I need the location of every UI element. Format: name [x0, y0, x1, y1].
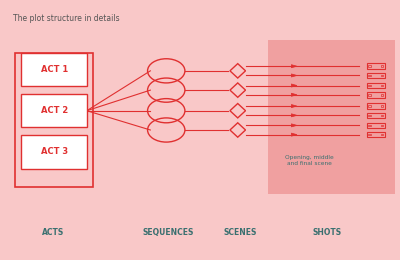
Polygon shape: [291, 114, 297, 117]
Bar: [368, 134, 371, 135]
Bar: [367, 132, 385, 138]
Bar: [381, 66, 383, 67]
Polygon shape: [291, 65, 297, 68]
Text: SEQUENCES: SEQUENCES: [142, 228, 194, 237]
Bar: [367, 83, 385, 88]
Polygon shape: [291, 133, 297, 136]
Bar: [368, 125, 371, 126]
Bar: [381, 85, 383, 86]
Bar: [381, 134, 383, 135]
Bar: [368, 105, 371, 107]
Text: ACT 3: ACT 3: [41, 147, 68, 156]
Bar: [381, 94, 383, 95]
Text: SCENES: SCENES: [223, 228, 256, 237]
Bar: [367, 92, 385, 98]
Polygon shape: [291, 74, 297, 77]
Bar: [381, 125, 383, 126]
Bar: [368, 75, 371, 76]
Bar: [368, 94, 371, 95]
Polygon shape: [291, 124, 297, 127]
Text: ACT 1: ACT 1: [40, 65, 68, 74]
Text: ACTS: ACTS: [42, 228, 64, 237]
Bar: [381, 115, 383, 116]
Bar: [381, 105, 383, 107]
Bar: [367, 122, 385, 128]
Bar: [368, 115, 371, 116]
Text: ACT 2: ACT 2: [40, 106, 68, 115]
Polygon shape: [291, 105, 297, 108]
Bar: [367, 103, 385, 109]
Polygon shape: [291, 84, 297, 87]
FancyBboxPatch shape: [21, 53, 87, 86]
Bar: [268, 40, 395, 194]
Text: SHOTS: SHOTS: [312, 228, 342, 237]
Bar: [368, 66, 371, 67]
Bar: [367, 73, 385, 78]
Text: Opening, middle
and final scene: Opening, middle and final scene: [285, 155, 334, 166]
Bar: [381, 75, 383, 76]
FancyBboxPatch shape: [21, 94, 87, 127]
Bar: [368, 85, 371, 86]
Polygon shape: [291, 93, 297, 96]
Bar: [367, 63, 385, 69]
FancyBboxPatch shape: [21, 135, 87, 168]
Text: The plot structure in details: The plot structure in details: [13, 14, 120, 23]
Bar: [367, 113, 385, 118]
